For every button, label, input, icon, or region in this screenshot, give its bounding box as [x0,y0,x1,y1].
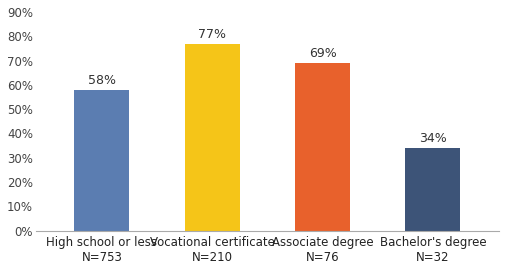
Text: 34%: 34% [418,132,446,145]
Bar [184,44,239,231]
Bar [294,63,349,231]
Text: 69%: 69% [308,47,336,60]
Bar [74,90,129,231]
Text: 58%: 58% [88,74,116,87]
Bar [405,148,460,231]
Text: 77%: 77% [198,28,226,41]
